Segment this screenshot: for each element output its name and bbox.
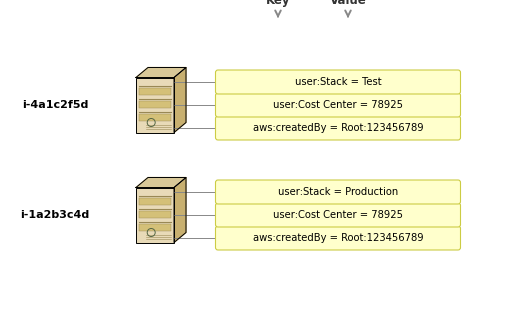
FancyBboxPatch shape — [139, 113, 171, 121]
FancyBboxPatch shape — [216, 93, 461, 117]
Text: user:Cost Center = 78925: user:Cost Center = 78925 — [273, 210, 403, 220]
Text: user:Stack = Test: user:Stack = Test — [295, 77, 381, 87]
FancyBboxPatch shape — [216, 226, 461, 250]
Text: aws:createdBy = Root:123456789: aws:createdBy = Root:123456789 — [252, 123, 423, 133]
Text: Key: Key — [266, 0, 290, 7]
FancyBboxPatch shape — [216, 116, 461, 140]
Text: user:Cost Center = 78925: user:Cost Center = 78925 — [273, 100, 403, 110]
FancyBboxPatch shape — [136, 77, 174, 133]
FancyBboxPatch shape — [139, 224, 171, 231]
FancyBboxPatch shape — [216, 70, 461, 94]
Text: Value: Value — [330, 0, 366, 7]
FancyBboxPatch shape — [139, 100, 171, 107]
FancyBboxPatch shape — [139, 198, 171, 204]
Polygon shape — [174, 177, 186, 243]
Polygon shape — [136, 67, 186, 77]
Polygon shape — [136, 177, 186, 187]
Text: i-4a1c2f5d: i-4a1c2f5d — [22, 100, 88, 110]
Polygon shape — [174, 67, 186, 133]
FancyBboxPatch shape — [139, 88, 171, 94]
Text: aws:createdBy = Root:123456789: aws:createdBy = Root:123456789 — [252, 233, 423, 243]
FancyBboxPatch shape — [216, 180, 461, 204]
Text: i-1a2b3c4d: i-1a2b3c4d — [20, 210, 89, 220]
FancyBboxPatch shape — [136, 187, 174, 243]
FancyBboxPatch shape — [139, 210, 171, 217]
Text: user:Stack = Production: user:Stack = Production — [278, 187, 398, 197]
FancyBboxPatch shape — [216, 203, 461, 227]
